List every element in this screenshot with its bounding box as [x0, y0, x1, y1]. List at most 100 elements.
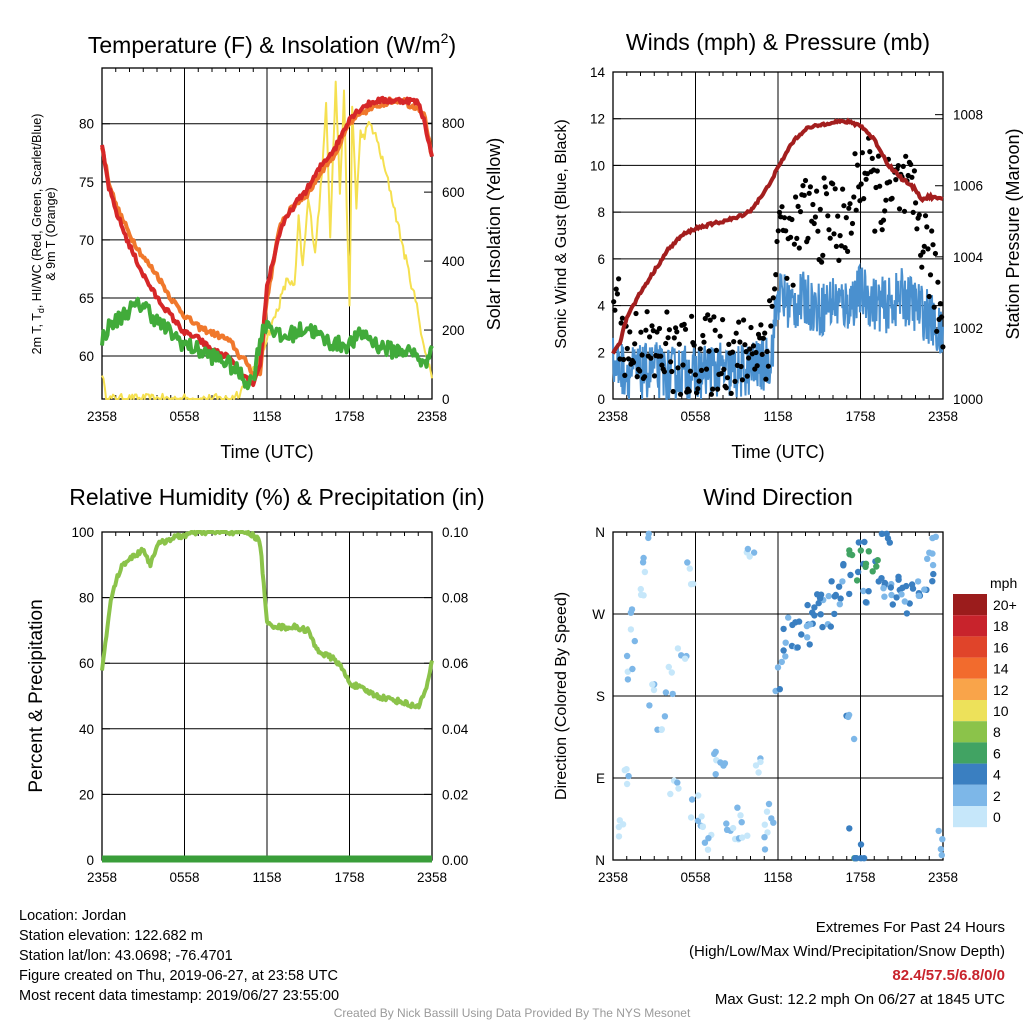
winds-gust-point — [638, 329, 644, 335]
direction-point — [795, 618, 803, 625]
direction-point — [854, 568, 862, 576]
direction-point — [836, 601, 843, 608]
winds-gust-point — [743, 349, 749, 355]
direction-point — [921, 586, 928, 593]
direction-point — [881, 593, 888, 600]
winds-gust-point — [669, 368, 675, 375]
winds-gust-point — [914, 226, 920, 232]
winds-gust-point — [795, 203, 801, 209]
winds-gust-point — [747, 346, 753, 352]
winds-gust-point — [706, 348, 712, 354]
winds-gust-point — [695, 386, 701, 392]
direction-ytick-label: N — [595, 525, 605, 540]
winds-gust-point — [768, 323, 774, 329]
winds-gust-point — [697, 346, 703, 352]
winds-gust-point — [670, 388, 676, 395]
direction-point — [819, 623, 826, 631]
winds-gust-point — [627, 329, 633, 335]
direction-point — [645, 534, 652, 542]
direction-point — [668, 669, 675, 676]
direction-point — [738, 819, 745, 826]
winds-gust-point — [848, 230, 854, 236]
winds-gust-point — [879, 227, 885, 233]
direction-point — [765, 800, 773, 808]
recent-timestamp: Most recent data timestamp: 2019/06/27 2… — [19, 988, 340, 1004]
direction-ytick-label: S — [596, 689, 605, 704]
winds-gust-point — [726, 341, 732, 347]
winds-gust-point — [924, 224, 930, 230]
direction-point — [930, 570, 937, 578]
winds-gust-point — [649, 323, 655, 329]
temperature-title-end: ) — [448, 32, 456, 58]
direction-point — [768, 815, 775, 822]
winds-gust-point — [925, 246, 931, 252]
winds-gust-point — [724, 375, 731, 381]
humidity-right-tick-label: 0.08 — [442, 591, 468, 606]
direction-point — [717, 759, 724, 766]
speed-legend-label: 4 — [993, 767, 1001, 783]
direction-point — [865, 588, 872, 595]
winds-gust-point — [845, 248, 851, 254]
winds-xtick-label: 1758 — [845, 409, 875, 424]
speed-legend-label: 6 — [993, 745, 1001, 761]
winds-gust-point — [736, 319, 742, 325]
winds-gust-point — [711, 314, 717, 320]
direction-point — [895, 576, 902, 583]
direction-point — [860, 855, 868, 862]
winds-gust-point — [815, 228, 821, 234]
winds-gust-point — [901, 208, 908, 214]
winds-gust-point — [821, 175, 827, 181]
direction-point — [935, 827, 942, 835]
winds-ylabel: Sonic Wind & Gust (Blue, Black) — [553, 119, 570, 348]
winds-gust-point — [934, 328, 940, 334]
direction-point — [932, 533, 939, 540]
winds-gust-point — [729, 349, 736, 355]
winds-gust-point — [668, 359, 674, 365]
winds-gust-point — [616, 276, 622, 282]
speed-legend-label: 20+ — [993, 597, 1017, 613]
winds-gust-point — [696, 378, 702, 384]
winds-gust-point — [810, 201, 816, 208]
winds-left-tick-label: 6 — [597, 252, 605, 267]
winds-gust-point — [830, 181, 836, 187]
winds-gust-point — [846, 205, 852, 211]
winds-gust-point — [648, 355, 654, 361]
direction-point — [839, 578, 846, 585]
winds-gust-point — [825, 213, 831, 219]
direction-point — [704, 846, 712, 853]
direction-point — [649, 681, 656, 688]
winds-left-tick-label: 0 — [597, 392, 605, 407]
direction-point — [674, 779, 681, 786]
winds-gust-point — [811, 220, 817, 227]
winds-gust-point — [760, 335, 767, 341]
temperature-series-dew — [100, 296, 434, 391]
temperature-title-sup: 2 — [441, 30, 449, 46]
direction-point — [862, 563, 869, 570]
winds-gust-point — [910, 209, 916, 215]
winds-gust-point — [872, 228, 878, 234]
humidity-xtick-label: 2358 — [87, 870, 117, 885]
winds-gust-point — [770, 295, 776, 301]
direction-point — [857, 547, 864, 554]
temperature-title: Temperature (F) & Insolation (W/m2) — [88, 30, 456, 58]
direction-xtick-label: 1758 — [845, 870, 875, 885]
winds-gust-point — [940, 344, 946, 350]
station-latlon: Station lat/lon: 43.0698; -76.4701 — [19, 948, 233, 964]
direction-point — [804, 634, 811, 641]
direction-point — [903, 582, 910, 590]
winds-gust-point — [759, 351, 765, 357]
direction-point — [705, 835, 712, 842]
winds-gust-point — [822, 184, 828, 190]
temperature-xlabel: Time (UTC) — [220, 442, 313, 462]
winds-gust-point — [836, 257, 842, 263]
winds-gust-point — [791, 241, 798, 247]
direction-point — [739, 834, 746, 841]
winds-gust-point — [737, 339, 743, 345]
direction-point — [806, 641, 813, 648]
winds-left-tick-label: 2 — [597, 345, 605, 360]
temperature-ylabel-part: , HI/WC (Red, Green, Scarlet/Blue) — [30, 114, 44, 309]
direction-point — [924, 555, 931, 562]
direction-point — [641, 568, 649, 576]
winds-gust-point — [806, 190, 812, 196]
winds-gust-point — [746, 355, 752, 361]
